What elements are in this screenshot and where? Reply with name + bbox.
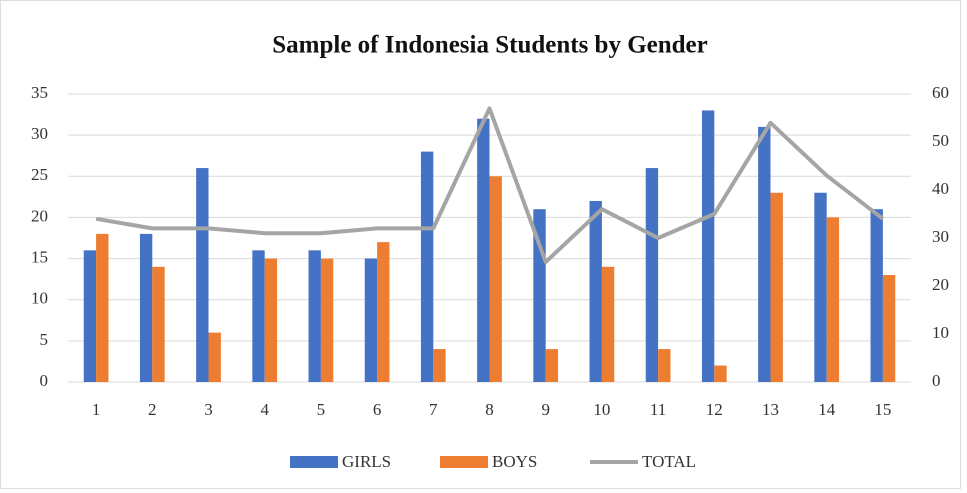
x-tick-label: 10 [593, 400, 610, 419]
legend-swatch [440, 456, 488, 468]
y-tick-label: 35 [31, 83, 48, 102]
bar [96, 233, 109, 382]
y2-tick-label: 50 [932, 131, 949, 150]
y-tick-label: 30 [31, 124, 48, 143]
x-tick-label: 14 [818, 400, 836, 419]
bar [152, 266, 165, 382]
y2-tick-label: 20 [932, 275, 949, 294]
bar [870, 209, 883, 382]
bar [658, 349, 671, 382]
x-tick-label: 8 [485, 400, 494, 419]
legend-swatch [290, 456, 338, 468]
bar [826, 217, 840, 382]
bar [308, 250, 321, 382]
x-tick-label: 1 [92, 400, 101, 419]
bar [645, 168, 659, 382]
x-tick-label: 11 [650, 400, 666, 419]
x-tick-label: 2 [148, 400, 157, 419]
y2-tick-label: 60 [932, 83, 949, 102]
x-tick-label: 9 [541, 400, 550, 419]
legend-label: BOYS [492, 452, 537, 471]
bar [701, 110, 715, 382]
bar [420, 151, 434, 382]
x-tick-label: 5 [317, 400, 326, 419]
bar [208, 332, 221, 382]
bar [489, 176, 502, 382]
bar [814, 192, 827, 382]
bar [589, 200, 602, 382]
bar [758, 126, 771, 383]
bar [83, 250, 97, 382]
bar [545, 349, 559, 382]
x-tick-label: 15 [874, 400, 891, 419]
y-tick-label: 20 [31, 206, 48, 225]
bar [770, 192, 783, 382]
bar [601, 266, 615, 382]
bar [433, 349, 446, 382]
x-tick-label: 13 [762, 400, 779, 419]
y-tick-label: 5 [40, 330, 49, 349]
x-tick-label: 6 [373, 400, 382, 419]
y2-tick-label: 10 [932, 323, 949, 342]
bar [714, 365, 727, 382]
y-tick-label: 15 [31, 247, 48, 266]
bar [252, 250, 265, 382]
line [95, 106, 885, 264]
x-tick-label: 4 [260, 400, 269, 419]
y-tick-label: 10 [31, 289, 48, 308]
legend-label: GIRLS [342, 452, 391, 471]
y2-tick-label: 30 [932, 227, 949, 246]
bar [196, 168, 209, 382]
x-tick-label: 7 [429, 400, 438, 419]
y2-tick-label: 0 [932, 371, 941, 390]
bar [377, 242, 390, 382]
bar [364, 258, 378, 382]
bar [139, 233, 153, 382]
legend-label: TOTAL [642, 452, 696, 471]
chart-title: Sample of Indonesia Students by Gender [272, 32, 708, 59]
y-tick-label: 25 [31, 165, 48, 184]
bar [264, 258, 278, 382]
bar [320, 258, 334, 382]
y-tick-label: 0 [40, 371, 49, 390]
x-tick-label: 3 [204, 400, 213, 419]
bar [477, 118, 490, 382]
y2-tick-label: 40 [932, 179, 949, 198]
x-tick-label: 12 [706, 400, 723, 419]
bar [882, 275, 896, 382]
